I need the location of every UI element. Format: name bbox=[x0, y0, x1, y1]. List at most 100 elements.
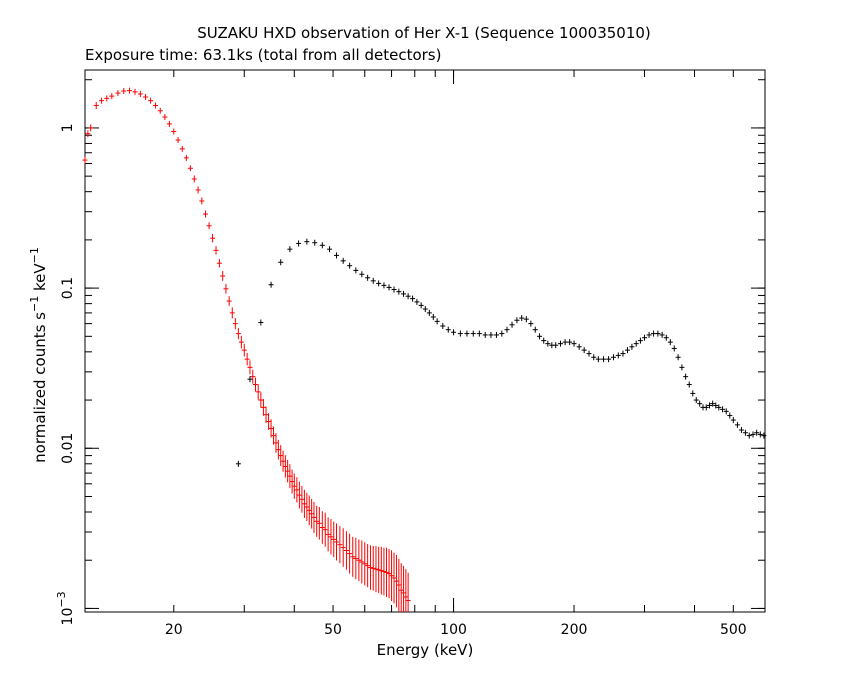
data-point bbox=[280, 450, 286, 472]
data-point bbox=[260, 398, 266, 416]
data-point bbox=[445, 326, 451, 333]
data-point bbox=[121, 88, 127, 95]
data-point bbox=[268, 281, 274, 288]
data-point bbox=[278, 259, 284, 266]
data-point bbox=[210, 233, 216, 243]
data-point bbox=[389, 550, 395, 602]
data-point bbox=[312, 239, 318, 246]
data-point bbox=[562, 339, 568, 346]
data-point bbox=[528, 320, 534, 327]
data-point bbox=[470, 330, 476, 337]
data-point bbox=[504, 326, 510, 333]
data-point bbox=[418, 302, 424, 309]
y-tick-label-base: 10 bbox=[60, 608, 76, 626]
data-point bbox=[476, 330, 482, 337]
data-point bbox=[434, 318, 440, 325]
data-point bbox=[126, 87, 132, 94]
data-point bbox=[620, 350, 626, 357]
data-point bbox=[370, 277, 376, 284]
data-point bbox=[707, 402, 713, 409]
data-point bbox=[82, 156, 88, 164]
data-point bbox=[451, 329, 457, 336]
data-point bbox=[85, 130, 91, 138]
data-point bbox=[137, 90, 143, 97]
data-point bbox=[401, 290, 407, 297]
data-point bbox=[325, 517, 331, 552]
data-point bbox=[343, 531, 349, 570]
data-point bbox=[713, 402, 719, 409]
data-point bbox=[301, 489, 307, 518]
data-point bbox=[576, 343, 582, 350]
data-point bbox=[347, 262, 353, 269]
data-point bbox=[309, 498, 315, 529]
data-point bbox=[328, 519, 334, 555]
data-point bbox=[754, 429, 760, 436]
data-point bbox=[365, 274, 371, 281]
data-point bbox=[359, 540, 365, 584]
data-point bbox=[541, 337, 547, 344]
data-point bbox=[340, 528, 346, 567]
data-point bbox=[370, 546, 376, 591]
data-point bbox=[398, 563, 404, 612]
data-point bbox=[232, 318, 238, 330]
y-axis-label: normalized counts s−1 keV−1 bbox=[28, 247, 49, 463]
data-point bbox=[337, 526, 343, 564]
data-point bbox=[716, 404, 722, 411]
data-point bbox=[314, 505, 320, 537]
data-point bbox=[509, 321, 515, 328]
data-point bbox=[365, 544, 371, 588]
data-point bbox=[359, 271, 365, 278]
data-point bbox=[353, 267, 359, 274]
plot-frame bbox=[84, 69, 766, 613]
data-point bbox=[148, 97, 154, 104]
data-point bbox=[213, 246, 219, 255]
data-point bbox=[291, 473, 297, 499]
data-point bbox=[384, 547, 390, 597]
data-point bbox=[675, 354, 681, 361]
data-point bbox=[642, 334, 648, 341]
data-point bbox=[742, 429, 748, 436]
data-point bbox=[373, 546, 379, 593]
data-point bbox=[727, 412, 733, 419]
data-point bbox=[340, 257, 346, 264]
data-point bbox=[287, 464, 293, 489]
data-point bbox=[179, 145, 185, 152]
data-point bbox=[405, 572, 411, 612]
data-point bbox=[247, 376, 253, 383]
data-point bbox=[581, 347, 587, 354]
data-point bbox=[637, 337, 643, 344]
data-point bbox=[537, 333, 543, 340]
data-point bbox=[316, 507, 322, 540]
data-point bbox=[199, 197, 205, 205]
data-point bbox=[710, 400, 716, 407]
data-point bbox=[376, 546, 382, 593]
data-point bbox=[629, 343, 635, 350]
data-point bbox=[347, 533, 353, 574]
data-point bbox=[157, 107, 163, 114]
data-point bbox=[171, 128, 177, 135]
y-axis-label-exp1: −1 bbox=[28, 296, 41, 312]
data-point bbox=[624, 347, 630, 354]
data-point bbox=[322, 512, 328, 547]
data-point bbox=[289, 469, 295, 494]
data-point bbox=[226, 296, 232, 306]
data-point bbox=[686, 381, 692, 388]
data-point bbox=[601, 356, 607, 363]
data-point bbox=[247, 360, 253, 375]
data-point bbox=[488, 331, 494, 338]
data-point bbox=[738, 427, 744, 434]
data-point bbox=[327, 246, 333, 253]
chart-title: SUZAKU HXD observation of Her X-1 (Seque… bbox=[197, 24, 651, 42]
data-point bbox=[720, 406, 726, 413]
data-point bbox=[166, 120, 172, 127]
data-point bbox=[403, 569, 409, 612]
data-point bbox=[263, 406, 269, 424]
data-point bbox=[299, 485, 305, 513]
data-point bbox=[440, 322, 446, 329]
data-point bbox=[278, 445, 284, 467]
y-axis-label-exp2: −1 bbox=[28, 247, 41, 263]
data-point bbox=[88, 124, 94, 132]
data-point bbox=[223, 283, 229, 294]
data-point bbox=[697, 400, 703, 407]
